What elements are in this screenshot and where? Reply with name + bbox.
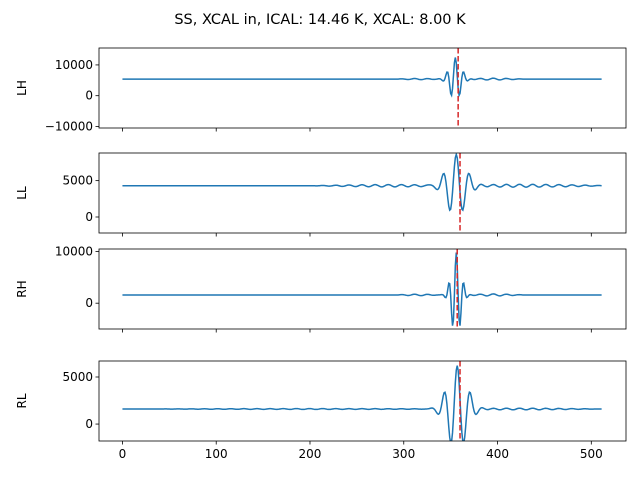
x-tick-label: 300 bbox=[392, 447, 415, 461]
x-tick-label: 0 bbox=[119, 447, 127, 461]
panel-rl: 0 5000 0 100 200 300 400 500 RL bbox=[15, 360, 627, 461]
x-tick-label: 200 bbox=[299, 447, 322, 461]
panels: −10000 0 10000 LH 0 5000 LL 0 10000 RH 0 5000 0 100 20… bbox=[15, 47, 627, 461]
y-tick-label: 10000 bbox=[55, 245, 93, 259]
y-tick-label: 5000 bbox=[62, 370, 93, 384]
axes-frame-rl bbox=[98, 360, 627, 442]
y-axis-label-lh: LH bbox=[15, 80, 29, 96]
figure-title: SS, XCAL in, ICAL: 14.46 K, XCAL: 8.00 K bbox=[174, 12, 466, 28]
y-axis-label-ll: LL bbox=[15, 186, 29, 200]
axes-frame-lh bbox=[98, 47, 627, 129]
y-tick-label: 5000 bbox=[62, 174, 93, 188]
y-axis-label-rh: RH bbox=[15, 280, 29, 297]
x-tick-label: 400 bbox=[486, 447, 509, 461]
panel-ll: 0 5000 LL bbox=[15, 152, 627, 237]
axes-frame-ll bbox=[98, 152, 627, 234]
panel-rh: 0 10000 RH bbox=[15, 245, 627, 333]
y-axis-label-rl: RL bbox=[15, 393, 29, 408]
y-tick-label: −10000 bbox=[45, 119, 93, 133]
signal-line-rh bbox=[122, 252, 602, 326]
axes-frame-rh bbox=[98, 248, 627, 330]
signal-line-lh bbox=[122, 57, 602, 98]
panel-lh: −10000 0 10000 LH bbox=[15, 47, 627, 133]
y-tick-label: 0 bbox=[85, 296, 93, 310]
y-tick-label: 0 bbox=[85, 210, 93, 224]
y-tick-label: 0 bbox=[85, 417, 93, 431]
y-tick-label: 0 bbox=[85, 89, 93, 103]
signal-line-ll bbox=[122, 153, 602, 212]
y-tick-label: 10000 bbox=[55, 58, 93, 72]
signal-line-rl bbox=[122, 365, 602, 441]
x-tick-label: 500 bbox=[580, 447, 603, 461]
x-tick-label: 100 bbox=[205, 447, 228, 461]
